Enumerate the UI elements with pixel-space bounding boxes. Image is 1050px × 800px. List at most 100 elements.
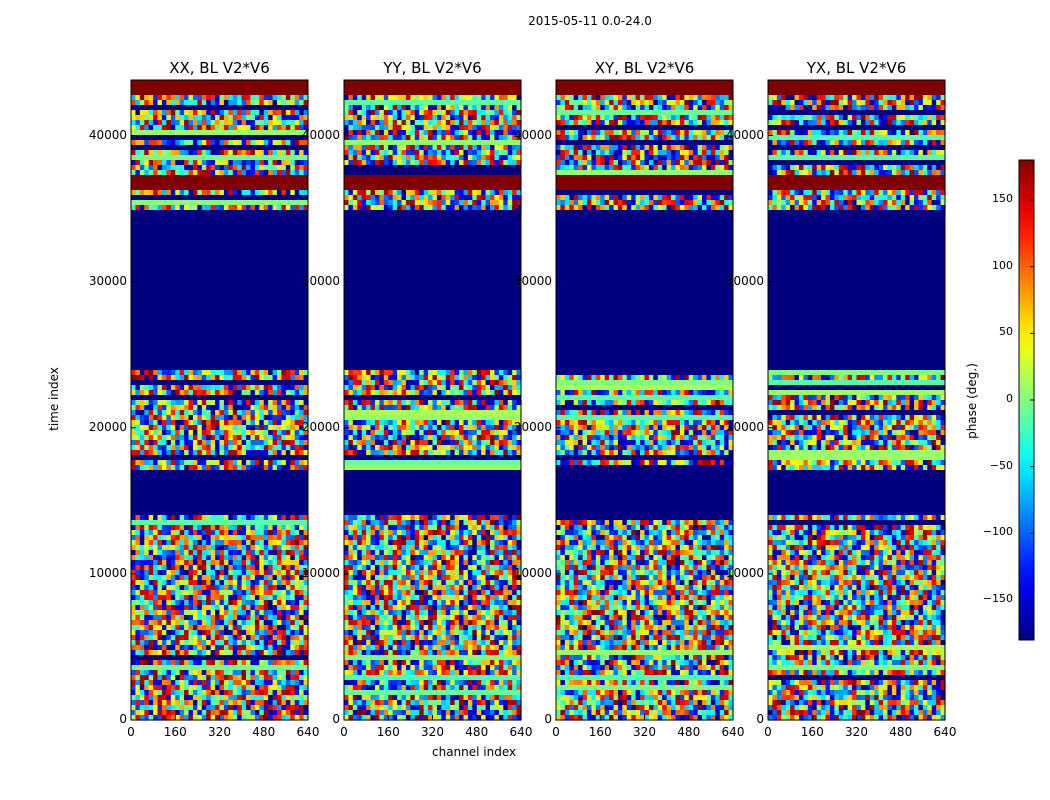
heatmap-cell [401,425,407,431]
heatmap-cell [223,425,229,431]
heatmap-cell [184,670,190,676]
heatmap-cell [397,585,403,591]
heatmap-cell [490,625,496,631]
heatmap-cell [184,160,190,166]
heatmap-cell [259,530,265,536]
heatmap-cell [166,460,172,466]
heatmap-cell [450,450,456,456]
heatmap-cell [223,430,229,436]
heatmap-cell [388,190,394,196]
heatmap-cell [352,440,358,446]
heatmap-cell [503,580,509,586]
heatmap-cell [463,630,469,636]
heatmap-cell [148,570,154,576]
heatmap-cell [241,515,247,521]
heatmap-cell [285,685,291,691]
heatmap-cell [131,540,137,546]
heatmap-cell [405,370,411,376]
heatmap-cell [179,415,185,421]
heatmap-cell [237,435,243,441]
heatmap-cell [188,165,194,171]
heatmap-cell [419,430,425,436]
heatmap-cell [285,415,291,421]
heatmap-cell [366,570,372,576]
heatmap-cell [512,390,518,396]
heatmap-cell [494,200,500,206]
heatmap-cell [246,600,252,606]
heatmap-cell [201,390,207,396]
heatmap-cell [192,660,198,666]
heatmap-cell [157,440,163,446]
heatmap-cell [179,440,185,446]
heatmap-cell [450,200,456,206]
heatmap-cell [166,615,172,621]
heatmap-cell [494,440,500,446]
heatmap-cell [436,515,442,521]
heatmap-cell [392,155,398,161]
heatmap-cell [277,515,283,521]
heatmap-cell [139,600,145,606]
heatmap-cell [410,190,416,196]
heatmap-cell [250,695,256,701]
heatmap-cell [454,160,460,166]
heatmap-cell [206,685,212,691]
heatmap-cell [148,430,154,436]
heatmap-cell [459,525,465,531]
heatmap-cell [459,615,465,621]
heatmap-cell [281,650,287,656]
heatmap-cell [379,110,385,116]
heatmap-cell [344,115,350,121]
heatmap-cell [392,115,398,121]
heatmap-cell [428,590,434,596]
heatmap-cell [259,625,265,631]
heatmap-cell [223,630,229,636]
heatmap-cell [428,545,434,551]
heatmap-cell [268,635,274,641]
heatmap-cell [285,690,291,696]
heatmap-cell [410,540,416,546]
heatmap-cell [410,390,416,396]
heatmap-cell [352,605,358,611]
heatmap-cell [215,120,221,126]
heatmap-cell [219,450,225,456]
heatmap-row [344,90,521,96]
heatmap-cell [379,95,385,101]
heatmap-cell [463,540,469,546]
heatmap-cell [192,425,198,431]
heatmap-cell [232,680,238,686]
heatmap-cell [405,560,411,566]
heatmap-cell [144,575,150,581]
heatmap-cell [197,430,203,436]
heatmap-cell [374,625,380,631]
heatmap-cell [157,400,163,406]
heatmap-cell [303,575,309,581]
heatmap-cell [237,570,243,576]
heatmap-cell [246,160,252,166]
heatmap-cell [423,430,429,436]
heatmap-cell [210,110,216,116]
heatmap-cell [352,420,358,426]
heatmap-cell [290,640,296,646]
heatmap-cell [161,425,167,431]
heatmap-cell [467,535,473,541]
heatmap-cell [201,620,207,626]
heatmap-cell [348,105,354,111]
heatmap-row [131,185,308,191]
heatmap-row [344,480,521,486]
heatmap-cell [285,420,291,426]
heatmap-cell [215,405,221,411]
heatmap-cell [357,605,363,611]
heatmap-cell [472,445,478,451]
heatmap-cell [148,465,154,471]
heatmap-cell [166,160,172,166]
heatmap-cell [223,410,229,416]
heatmap-cell [228,585,234,591]
heatmap-cell [490,155,496,161]
heatmap-cell [299,370,305,376]
heatmap-cell [210,695,216,701]
heatmap-cell [436,405,442,411]
heatmap-cell [401,375,407,381]
heatmap-cell [392,445,398,451]
heatmap-cell [503,545,509,551]
heatmap-cell [131,705,137,711]
